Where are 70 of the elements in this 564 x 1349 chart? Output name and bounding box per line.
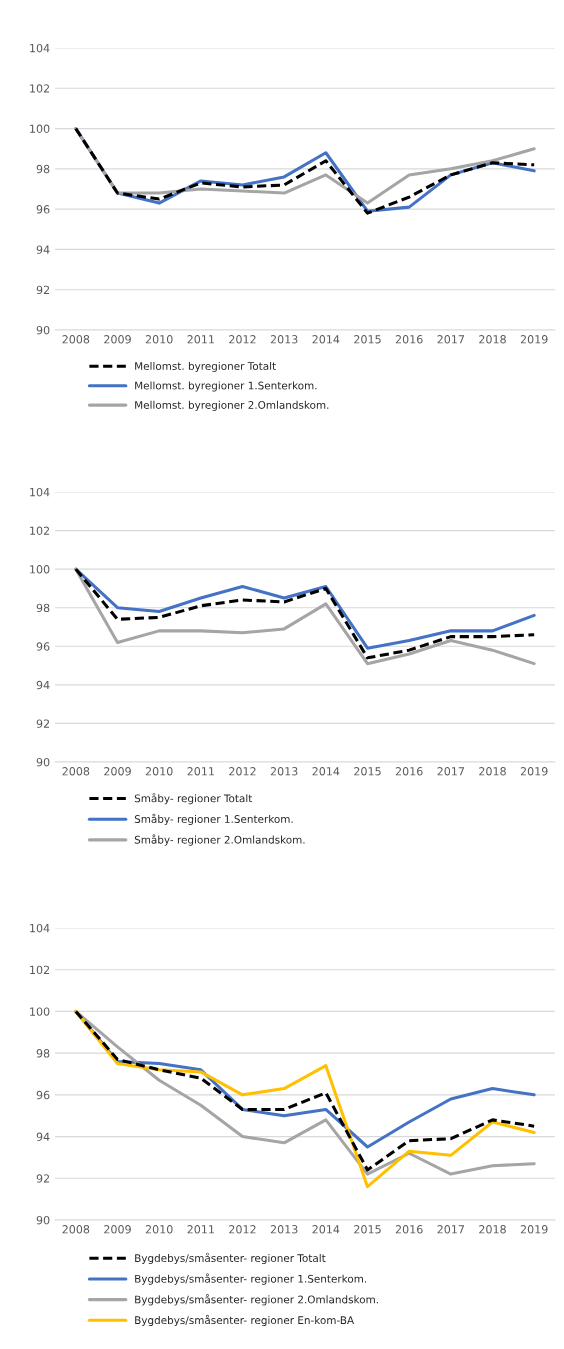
x-tick-label: 2008	[62, 767, 90, 776]
x-tick-label: 2018	[479, 1225, 506, 1234]
y-tick-label: 102	[30, 965, 50, 975]
x-tick-label: 2015	[354, 1225, 381, 1234]
y-tick-label: 96	[36, 642, 50, 651]
x-tick-label: 2018	[479, 767, 506, 776]
y-tick-label: 98	[36, 603, 50, 613]
x-tick-label: 2012	[229, 335, 256, 344]
x-tick-label: 2015	[354, 767, 381, 776]
x-tick-label: 2012	[229, 767, 256, 776]
y-tick-label: 102	[30, 84, 50, 93]
x-tick-label: 2019	[520, 335, 548, 344]
x-tick-label: 2011	[187, 1225, 214, 1234]
y-tick-label: 96	[36, 1090, 50, 1100]
y-tick-label: 90	[36, 325, 50, 335]
y-tick-label: 92	[36, 719, 50, 728]
x-tick-label: 2013	[270, 767, 298, 776]
x-tick-label: 2012	[229, 1225, 256, 1234]
legend-label: Bygdebys/småsenter- regioner 2.Omlandskom.	[135, 1294, 378, 1306]
x-tick-label: 2017	[437, 335, 465, 344]
x-tick-label: 2019	[520, 1225, 548, 1234]
y-tick-label: 92	[36, 1174, 50, 1183]
y-tick-label: 98	[36, 164, 50, 174]
legend-label: Småby- regioner 1.Senterkom.	[134, 813, 293, 825]
x-tick-label: 2014	[312, 335, 340, 344]
x-tick-label: 2011	[187, 335, 214, 344]
x-tick-label: 2015	[354, 335, 381, 344]
legend-label: Bygdebys/småsenter- regioner En-kom-BA	[135, 1314, 355, 1327]
y-tick-label: 94	[36, 245, 50, 254]
y-tick-label: 100	[30, 124, 50, 133]
x-tick-label: 2014	[312, 767, 340, 776]
x-tick-label: 2010	[145, 335, 173, 344]
legend-label: Mellomst. byregioner 2.Omlandskom.	[135, 400, 329, 411]
y-tick-label: 104	[30, 43, 50, 53]
x-tick-label: 2011	[187, 767, 214, 776]
x-tick-label: 2016	[395, 767, 423, 776]
x-tick-label: 2013	[270, 335, 298, 344]
x-tick-label: 2013	[270, 1225, 298, 1234]
y-tick-label: 104	[30, 923, 50, 933]
legend-label: Bygdebys/småsenter- regioner Totalt	[135, 1252, 326, 1265]
x-tick-label: 2019	[520, 767, 548, 776]
legend-label: Mellomst. byregioner 1.Senterkom.	[135, 381, 317, 392]
y-tick-label: 90	[36, 757, 50, 767]
y-tick-label: 100	[30, 565, 50, 574]
x-tick-label: 2017	[437, 1225, 465, 1234]
legend-label: Mellomst. byregioner Totalt	[135, 361, 276, 373]
x-tick-label: 2016	[395, 1225, 423, 1234]
x-tick-label: 2009	[104, 335, 131, 344]
legend-label: Bygdebys/småsenter- regioner 1.Senterkom.	[135, 1273, 367, 1285]
y-tick-label: 100	[30, 1007, 50, 1016]
legend-label: Småby- regioner Totalt	[134, 792, 253, 805]
x-tick-label: 2016	[395, 335, 423, 344]
y-tick-label: 94	[36, 1132, 50, 1141]
y-tick-label: 102	[30, 526, 50, 535]
y-tick-label: 96	[36, 205, 50, 214]
x-tick-label: 2008	[62, 335, 90, 344]
x-tick-label: 2008	[62, 1225, 90, 1234]
y-tick-label: 90	[36, 1215, 50, 1225]
x-tick-label: 2010	[145, 1225, 173, 1234]
y-tick-label: 92	[36, 285, 50, 295]
x-tick-label: 2014	[312, 1225, 340, 1234]
x-tick-label: 2009	[104, 1225, 131, 1234]
y-tick-label: 98	[36, 1049, 50, 1058]
x-tick-label: 2009	[104, 767, 131, 776]
legend-label: Småby- regioner 2.Omlandskom.	[134, 834, 305, 846]
y-tick-label: 94	[36, 680, 50, 690]
x-tick-label: 2018	[479, 335, 506, 344]
x-tick-label: 2010	[145, 767, 173, 776]
x-tick-label: 2017	[437, 767, 465, 776]
y-tick-label: 104	[30, 487, 50, 497]
